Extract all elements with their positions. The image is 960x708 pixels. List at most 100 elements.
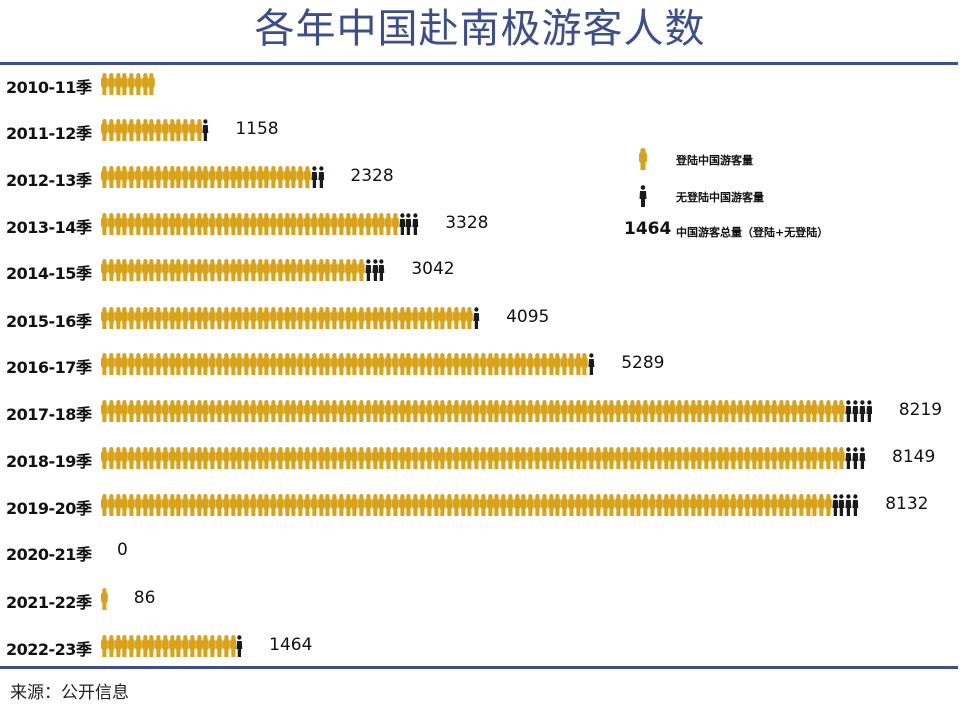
gold-person-icon <box>290 259 298 281</box>
gold-person-icon <box>473 400 480 422</box>
gold-person-icon <box>236 307 244 329</box>
gold-person-icon <box>276 166 284 188</box>
gold-person-icon <box>479 353 487 375</box>
black-person-icon <box>399 213 406 235</box>
gold-person-icon <box>182 166 189 188</box>
gold-person-icon <box>750 400 758 422</box>
gold-person-icon <box>222 635 230 657</box>
gold-person-icon <box>101 166 108 188</box>
gold-person-icon <box>425 307 433 329</box>
season-label: 2014-15季 <box>6 264 92 283</box>
gold-person-icon <box>236 166 244 188</box>
gold-person-icon <box>696 447 704 469</box>
gold-person-icon <box>331 259 338 281</box>
gold-person-icon <box>439 307 447 329</box>
gold-person-icon <box>358 400 365 422</box>
gold-person-icon <box>703 494 710 516</box>
gold-person-icon <box>493 494 501 516</box>
gold-person-icon <box>432 353 440 375</box>
gold-person-icon <box>270 259 277 281</box>
gold-person-icon <box>263 400 271 422</box>
gold-person-icon <box>642 400 650 422</box>
gold-person-icon <box>791 400 798 422</box>
gold-person-icon <box>188 353 196 375</box>
gold-person-icon <box>493 353 501 375</box>
gold-person-icon <box>764 494 771 516</box>
gold-person-icon <box>730 494 737 516</box>
gold-person-icon <box>588 400 595 422</box>
gold-person-icon <box>216 213 223 235</box>
gold-person-icon <box>134 166 142 188</box>
gold-person-icon <box>554 494 562 516</box>
gold-person-icon <box>229 353 237 375</box>
gold-person-icon <box>337 400 345 422</box>
gold-person-icon <box>141 635 149 657</box>
gold-person-icon <box>249 400 257 422</box>
gold-person-icon <box>134 213 142 235</box>
gold-person-icon <box>567 494 575 516</box>
gold-person-icon <box>513 353 521 375</box>
gold-person-icon <box>797 494 805 516</box>
gold-person-icon <box>506 447 514 469</box>
gold-person-icon <box>290 353 298 375</box>
gold-person-icon <box>222 400 230 422</box>
gold-person-icon <box>107 307 115 329</box>
gold-person-icon <box>114 259 122 281</box>
gold-person-icon <box>121 213 129 235</box>
gold-person-icon <box>324 307 332 329</box>
gold-person-icon <box>797 447 805 469</box>
black-person-icon <box>845 447 852 469</box>
gold-person-icon <box>121 166 129 188</box>
gold-person-icon <box>141 353 149 375</box>
gold-person-icon <box>358 447 365 469</box>
black-person-icon <box>311 166 318 188</box>
gold-person-icon <box>459 307 467 329</box>
pictogram-bar <box>101 73 156 95</box>
gold-person-icon <box>107 447 115 469</box>
gold-person-icon <box>134 119 142 141</box>
gold-person-icon <box>405 307 413 329</box>
gold-person-icon <box>297 307 304 329</box>
gold-person-icon <box>290 447 298 469</box>
gold-person-icon <box>188 119 196 141</box>
gold-person-icon <box>364 400 372 422</box>
gold-person-icon <box>155 213 162 235</box>
gold-person-icon <box>209 307 217 329</box>
gold-person-icon <box>398 353 406 375</box>
gold-person-icon <box>412 494 419 516</box>
gold-person-icon <box>351 259 359 281</box>
gold-person-icon <box>520 353 528 375</box>
gold-person-icon <box>371 213 379 235</box>
gold-person-icon <box>182 635 189 657</box>
gold-person-icon <box>439 447 447 469</box>
gold-person-icon <box>331 307 338 329</box>
gold-person-icon <box>418 353 426 375</box>
total-value: 0 <box>117 540 128 560</box>
chart-title: 各年中国赴南极游客人数 <box>254 6 706 52</box>
gold-person-icon <box>757 494 765 516</box>
gold-person-icon <box>175 400 183 422</box>
gold-person-icon <box>188 400 196 422</box>
gold-person-icon <box>155 494 162 516</box>
gold-person-icon <box>303 259 311 281</box>
gold-person-icon <box>398 447 406 469</box>
gold-person-icon <box>101 119 108 141</box>
gold-person-icon <box>574 447 582 469</box>
black-person-icon <box>852 447 859 469</box>
gold-person-icon <box>331 494 338 516</box>
gold-person-icon <box>344 307 352 329</box>
gold-person-icon <box>101 635 108 657</box>
gold-person-icon <box>270 494 277 516</box>
gold-person-icon <box>581 400 589 422</box>
gold-person-icon <box>297 213 304 235</box>
gold-person-icon <box>635 494 643 516</box>
gold-person-icon <box>310 447 318 469</box>
gold-person-icon <box>283 166 291 188</box>
chart-row: 2014-15季 3042 <box>0 255 960 285</box>
gold-person-icon <box>466 447 474 469</box>
gold-person-icon <box>121 73 129 95</box>
gold-person-icon <box>121 400 129 422</box>
gold-person-icon <box>682 400 690 422</box>
gold-person-icon <box>398 307 406 329</box>
gold-person-icon <box>385 400 392 422</box>
